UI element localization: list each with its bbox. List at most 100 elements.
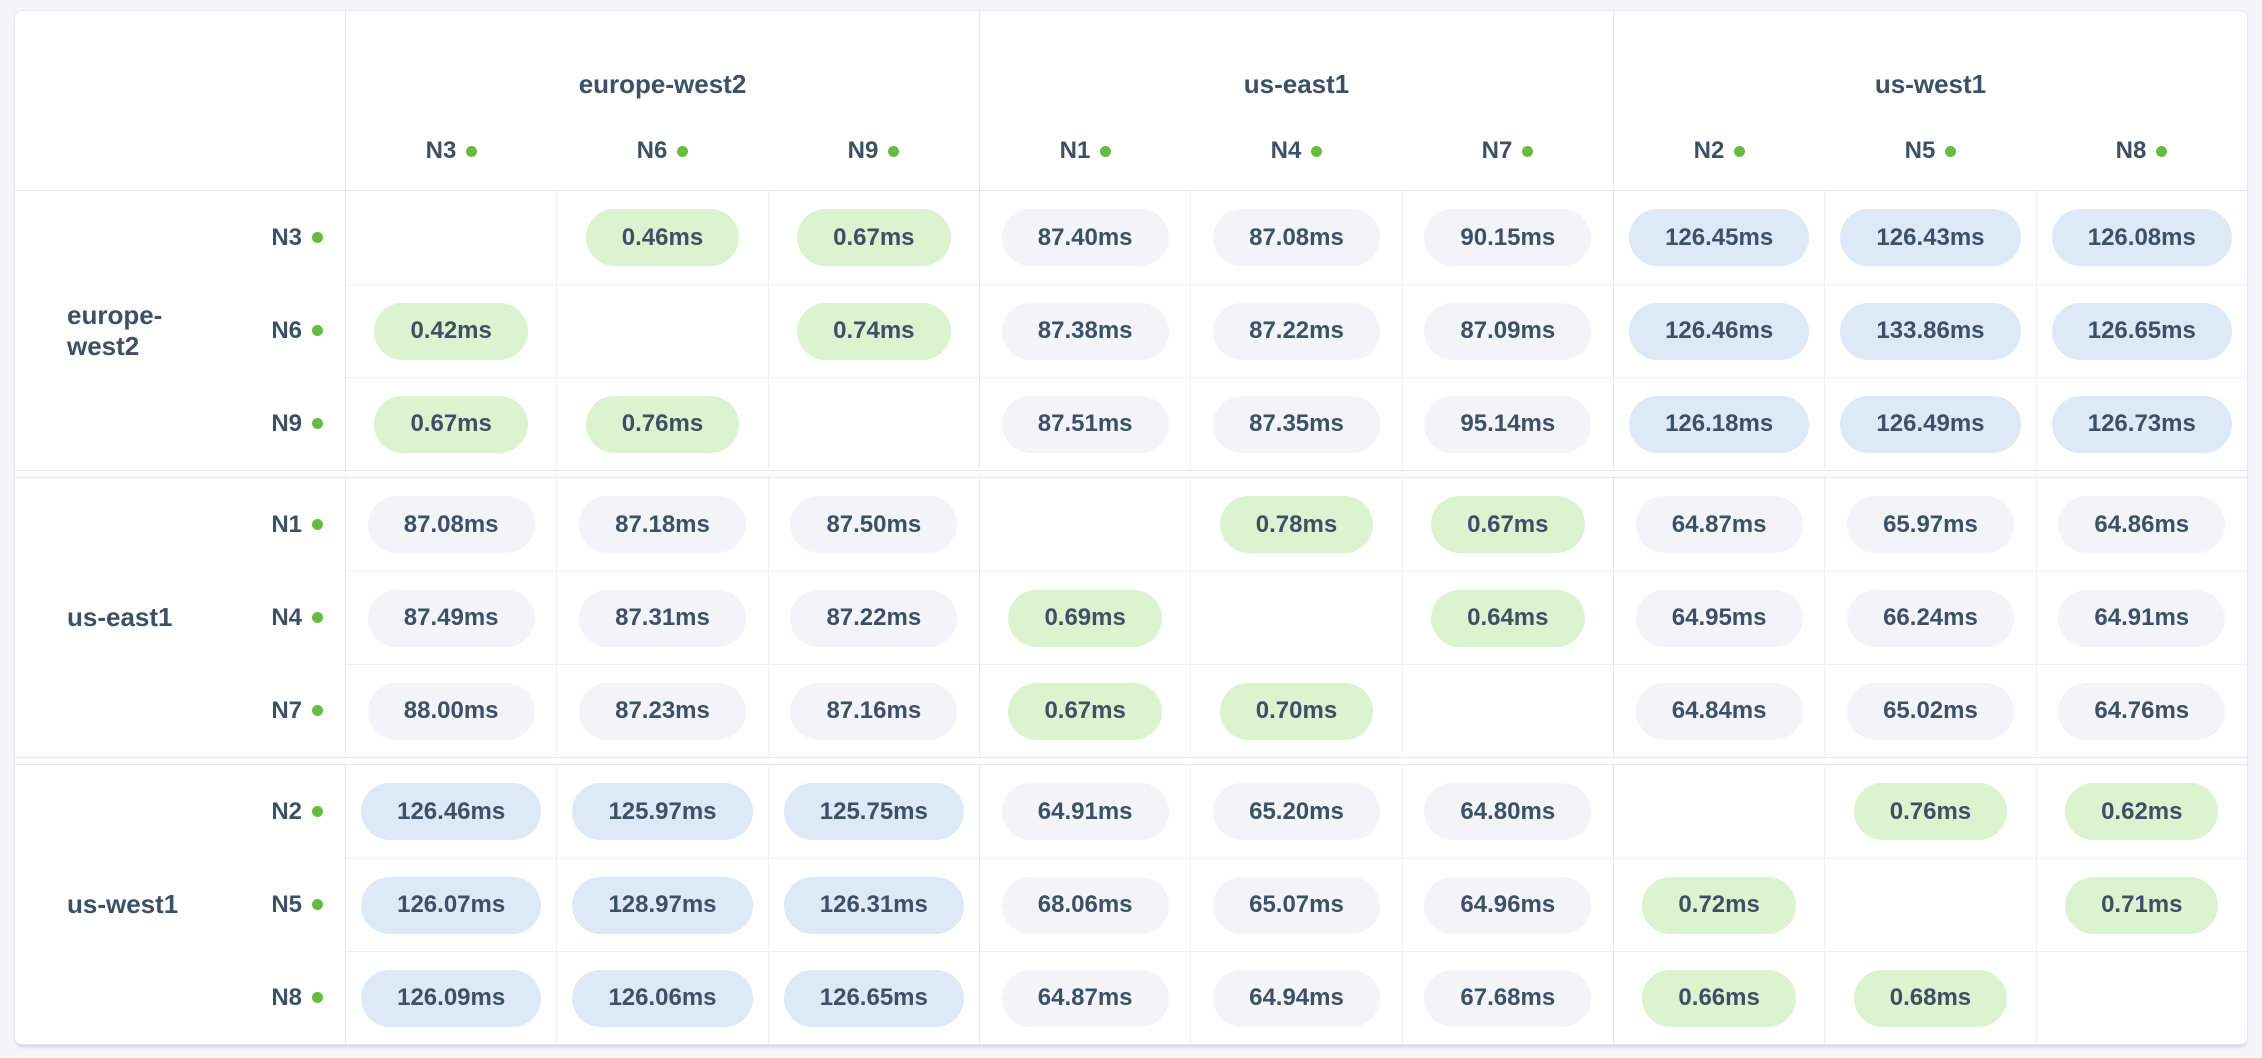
latency-value-pill[interactable]: 87.50ms — [790, 496, 958, 553]
latency-value-pill[interactable]: 87.22ms — [790, 589, 958, 647]
row-group: europe-west2 N3 N6 N9 0.46ms 0.67ms 87.40ms 87.… — [15, 191, 2247, 470]
latency-value-pill[interactable]: 64.95ms — [1635, 589, 1803, 647]
latency-cell: 126.46ms — [1612, 285, 1824, 377]
latency-value-pill[interactable]: 0.68ms — [1853, 969, 2008, 1027]
latency-value-pill[interactable]: 88.00ms — [367, 682, 535, 740]
latency-value-pill[interactable]: 0.67ms — [374, 395, 528, 453]
column-node-name: N2 — [1693, 137, 1725, 164]
row-group-cells: 126.46ms 125.97ms 125.75ms 64.91ms 65.20ms 64… — [345, 765, 2247, 1044]
latency-value-pill[interactable]: 126.07ms — [361, 876, 542, 934]
latency-value-pill[interactable]: 0.67ms — [797, 209, 951, 266]
latency-value-pill[interactable]: 87.16ms — [790, 682, 958, 740]
latency-value-pill[interactable]: 126.18ms — [1629, 395, 1810, 453]
latency-value-pill[interactable]: 0.67ms — [1008, 682, 1162, 740]
latency-value-pill[interactable]: 87.49ms — [367, 589, 535, 647]
latency-cell: 87.50ms — [767, 478, 979, 571]
row-node-labels: N3 N6 N9 — [197, 191, 345, 470]
latency-value-pill[interactable]: 65.02ms — [1847, 682, 2014, 740]
latency-value-pill[interactable]: 0.76ms — [1853, 783, 2008, 840]
latency-value-pill[interactable]: 64.86ms — [2058, 496, 2226, 553]
latency-value-pill[interactable]: 87.40ms — [1001, 209, 1169, 266]
latency-value-pill[interactable]: 0.76ms — [585, 395, 740, 453]
latency-value-pill[interactable]: 126.73ms — [2051, 395, 2232, 453]
latency-cell — [2035, 952, 2247, 1044]
latency-value-pill[interactable]: 126.31ms — [783, 876, 964, 934]
latency-value-pill[interactable]: 64.80ms — [1424, 783, 1592, 840]
latency-value-pill[interactable]: 68.06ms — [1001, 876, 1169, 934]
latency-value-pill[interactable]: 0.67ms — [1431, 496, 1585, 553]
status-dot-icon — [312, 612, 323, 623]
latency-cell: 0.67ms — [345, 378, 556, 470]
latency-value-pill[interactable]: 128.97ms — [572, 876, 753, 934]
latency-value-pill[interactable]: 64.91ms — [2058, 589, 2226, 647]
latency-value-pill[interactable]: 64.96ms — [1424, 876, 1592, 934]
latency-value-pill[interactable]: 0.74ms — [797, 302, 951, 360]
latency-value-pill[interactable]: 64.91ms — [1001, 783, 1169, 840]
latency-value-pill[interactable]: 126.65ms — [2051, 302, 2232, 360]
latency-value-pill[interactable]: 126.46ms — [361, 783, 542, 840]
row-region-label: europe-west2 — [67, 299, 163, 361]
latency-value-pill[interactable]: 67.68ms — [1424, 969, 1592, 1027]
latency-cell — [1824, 859, 2035, 951]
latency-row: 88.00ms 87.23ms 87.16ms 0.67ms 0.70ms 64.84ms… — [345, 664, 2247, 757]
latency-value-pill[interactable]: 133.86ms — [1840, 302, 2021, 360]
latency-value-pill[interactable]: 64.94ms — [1213, 969, 1380, 1027]
latency-value-pill[interactable]: 66.24ms — [1847, 589, 2014, 647]
latency-cell: 87.08ms — [345, 478, 556, 571]
column-region-group: europe-west2 N3 N6 N9 — [345, 11, 979, 190]
latency-value-pill[interactable]: 0.42ms — [374, 302, 528, 360]
latency-value-pill[interactable]: 87.08ms — [1213, 209, 1380, 266]
column-node-name: N5 — [1904, 137, 1936, 164]
status-dot-icon — [312, 705, 323, 716]
column-node-name: N3 — [425, 137, 457, 164]
latency-value-pill[interactable]: 64.87ms — [1635, 496, 1803, 553]
status-dot-icon — [1522, 145, 1534, 157]
latency-value-pill[interactable]: 125.75ms — [783, 783, 964, 840]
latency-row: 87.49ms 87.31ms 87.22ms 0.69ms 0.64ms 64.95ms… — [345, 571, 2247, 664]
column-node-header: N4 — [1191, 112, 1402, 190]
latency-value-pill[interactable]: 126.09ms — [361, 969, 542, 1027]
latency-value-pill[interactable]: 87.51ms — [1001, 395, 1169, 453]
column-node-name: N7 — [1481, 137, 1513, 164]
latency-value-pill[interactable]: 126.46ms — [1629, 302, 1810, 360]
row-region-label: us-east1 — [67, 602, 173, 632]
latency-value-pill[interactable]: 65.07ms — [1213, 876, 1380, 934]
latency-value-pill[interactable]: 0.62ms — [2065, 783, 2219, 840]
latency-value-pill[interactable]: 0.72ms — [1642, 876, 1796, 934]
latency-value-pill[interactable]: 87.08ms — [367, 496, 535, 553]
latency-value-pill[interactable]: 126.49ms — [1840, 395, 2021, 453]
latency-value-pill[interactable]: 125.97ms — [572, 783, 753, 840]
latency-cell: 64.80ms — [1401, 765, 1613, 858]
latency-value-pill[interactable]: 64.76ms — [2058, 682, 2226, 740]
latency-value-pill[interactable]: 65.20ms — [1213, 783, 1380, 840]
latency-value-pill[interactable]: 64.84ms — [1635, 682, 1803, 740]
latency-value-pill[interactable]: 0.64ms — [1431, 589, 1585, 647]
latency-value-pill[interactable]: 126.65ms — [783, 969, 964, 1027]
latency-value-pill[interactable]: 65.97ms — [1847, 496, 2014, 553]
latency-value-pill[interactable]: 0.78ms — [1219, 496, 1374, 553]
latency-value-pill[interactable]: 87.23ms — [579, 682, 746, 740]
latency-row: 0.46ms 0.67ms 87.40ms 87.08ms 90.15ms 126.45m… — [345, 191, 2247, 284]
latency-row: 0.42ms 0.74ms 87.38ms 87.22ms 87.09ms 126.46m… — [345, 284, 2247, 377]
latency-value-pill[interactable]: 0.69ms — [1008, 589, 1162, 647]
latency-value-pill[interactable]: 126.43ms — [1840, 209, 2021, 266]
latency-value-pill[interactable]: 87.22ms — [1213, 302, 1380, 360]
latency-value-pill[interactable]: 126.08ms — [2051, 209, 2232, 266]
latency-value-pill[interactable]: 95.14ms — [1424, 395, 1592, 453]
latency-cell: 64.87ms — [978, 952, 1190, 1044]
latency-value-pill[interactable]: 87.18ms — [579, 496, 746, 553]
latency-value-pill[interactable]: 126.06ms — [572, 969, 753, 1027]
latency-value-pill[interactable]: 126.45ms — [1629, 209, 1810, 266]
latency-value-pill[interactable]: 90.15ms — [1424, 209, 1592, 266]
latency-value-pill[interactable]: 87.38ms — [1001, 302, 1169, 360]
latency-cell: 126.09ms — [345, 952, 556, 1044]
latency-value-pill[interactable]: 0.46ms — [585, 209, 740, 266]
latency-value-pill[interactable]: 64.87ms — [1001, 969, 1169, 1027]
latency-value-pill[interactable]: 87.35ms — [1213, 395, 1380, 453]
row-label-column: us-east1 N1 N4 N7 — [15, 478, 345, 757]
latency-value-pill[interactable]: 0.66ms — [1642, 969, 1796, 1027]
latency-value-pill[interactable]: 87.31ms — [579, 589, 746, 647]
latency-value-pill[interactable]: 0.70ms — [1219, 682, 1374, 740]
latency-value-pill[interactable]: 0.71ms — [2065, 876, 2219, 934]
latency-value-pill[interactable]: 87.09ms — [1424, 302, 1592, 360]
